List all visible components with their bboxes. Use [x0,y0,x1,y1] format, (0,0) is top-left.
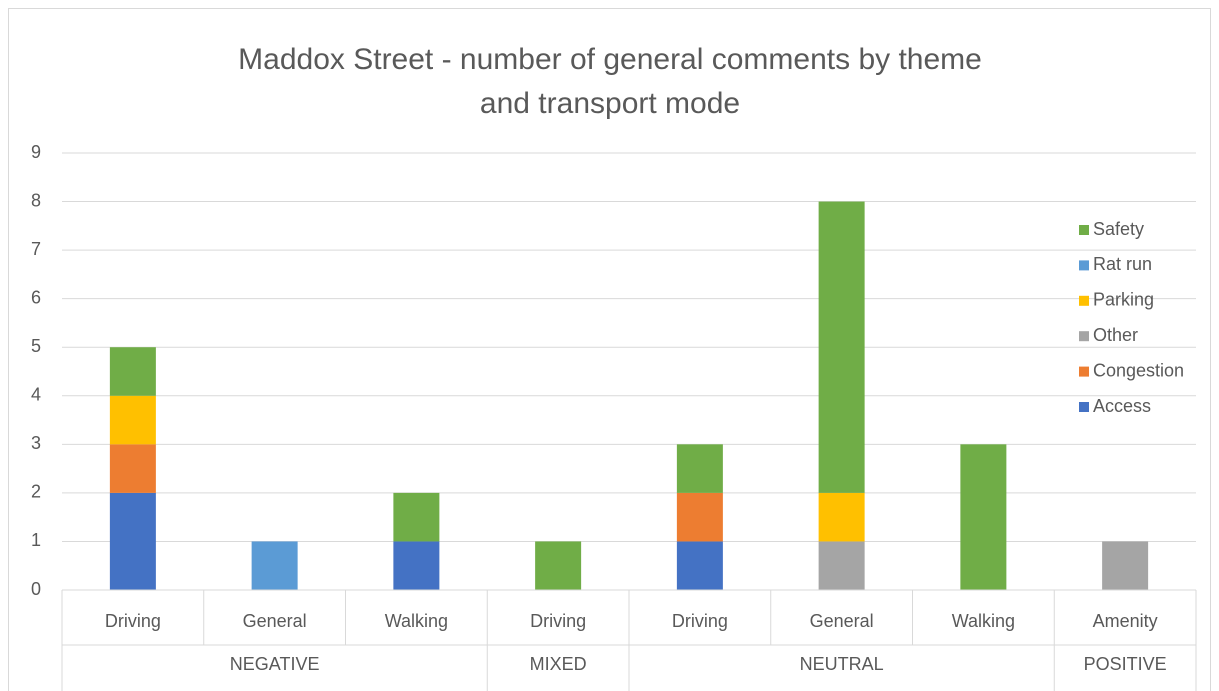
legend-label: Safety [1093,219,1144,239]
bar-segment [960,444,1007,590]
x-tick-label: Driving [530,611,586,631]
group-label: NEUTRAL [800,654,884,674]
x-tick-label: General [810,611,874,631]
legend-swatch [1079,225,1089,235]
group-label: MIXED [530,654,587,674]
legend-swatch [1079,295,1089,306]
bar-segment [109,395,156,445]
legend-swatch [1079,331,1089,342]
y-tick-label: 4 [31,385,41,405]
legend-label: Congestion [1093,360,1184,380]
bar-segment [393,492,440,542]
legend-swatch [1079,366,1089,377]
x-tick-label: Walking [952,611,1015,631]
bar-segment [818,541,865,590]
y-tick-label: 2 [31,482,41,502]
bar-segment [251,541,298,590]
legend-swatch [1079,402,1089,412]
legend-label: Parking [1093,290,1154,310]
legend-label: Rat run [1093,254,1152,274]
legend-swatch [1079,260,1089,271]
bar-segment [393,541,440,590]
group-label: POSITIVE [1084,654,1167,674]
bar-segment [535,541,582,590]
legend-label: Other [1093,325,1138,345]
bar-segment [1102,541,1149,590]
y-tick-label: 6 [31,287,41,307]
bar-segment [109,347,156,396]
y-tick-label: 8 [31,190,41,210]
x-tick-label: Driving [105,611,161,631]
chart-border [8,8,1211,691]
bar-segment [676,492,723,542]
y-tick-label: 7 [31,239,41,259]
x-tick-label: Driving [672,611,728,631]
y-tick-label: 3 [31,433,41,453]
bar-segment [109,492,156,590]
bar-segment [818,492,865,542]
bar-segment [676,444,723,493]
bar-segment [676,541,723,590]
bar-segment [109,444,156,493]
x-tick-label: General [243,611,307,631]
legend-label: Access [1093,396,1151,416]
x-tick-label: Amenity [1093,611,1158,631]
bar-segment [818,201,865,493]
x-tick-label: Walking [385,611,448,631]
chart-title: Maddox Street - number of general commen… [238,43,982,120]
group-label: NEGATIVE [230,654,320,674]
y-tick-label: 0 [31,579,41,599]
y-tick-label: 1 [31,530,41,550]
y-tick-label: 5 [31,336,41,356]
y-tick-label: 9 [31,142,41,162]
